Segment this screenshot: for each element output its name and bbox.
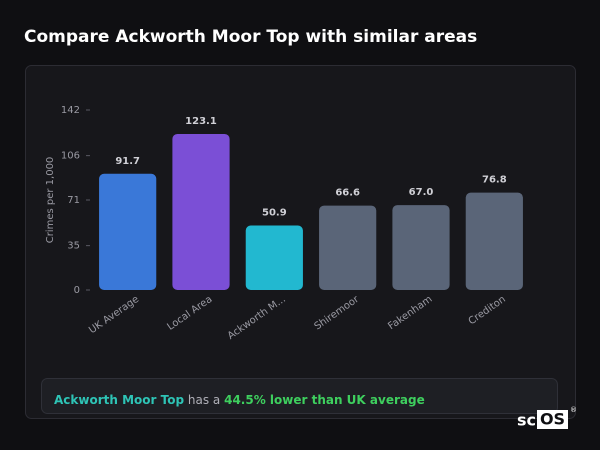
bar bbox=[465, 192, 523, 290]
summary-text: Ackworth Moor Top has a 44.5% lower than… bbox=[54, 393, 425, 407]
summary-highlight: 44.5% lower than UK average bbox=[224, 393, 425, 407]
area-name: Ackworth Moor Top bbox=[54, 393, 184, 407]
bar bbox=[392, 205, 450, 290]
value-label: 66.6 bbox=[335, 188, 360, 199]
value-label: 67.0 bbox=[409, 187, 434, 198]
summary-middle: has a bbox=[188, 393, 220, 407]
page-title: Compare Ackworth Moor Top with similar a… bbox=[24, 27, 477, 47]
logo-box bbox=[537, 410, 568, 429]
logo-right: OS bbox=[540, 410, 565, 429]
y-tick-label: 0 bbox=[74, 285, 80, 296]
value-label: 91.7 bbox=[115, 156, 140, 167]
y-axis-label: Crimes per 1,000 bbox=[45, 157, 56, 244]
y-tick-label: 142 bbox=[61, 105, 80, 116]
value-label: 76.8 bbox=[482, 175, 507, 186]
y-tick-label: 35 bbox=[67, 241, 80, 252]
y-tick-label: 106 bbox=[61, 151, 80, 162]
summary-box bbox=[41, 378, 558, 414]
value-label: 123.1 bbox=[185, 116, 217, 127]
value-label: 50.9 bbox=[262, 207, 287, 218]
bar bbox=[99, 173, 157, 290]
bar bbox=[319, 205, 377, 290]
bar bbox=[172, 133, 230, 290]
logo-mark: ® bbox=[570, 406, 577, 414]
logo-left: sc bbox=[517, 411, 536, 430]
bar bbox=[245, 225, 303, 290]
y-tick-label: 71 bbox=[67, 195, 80, 206]
